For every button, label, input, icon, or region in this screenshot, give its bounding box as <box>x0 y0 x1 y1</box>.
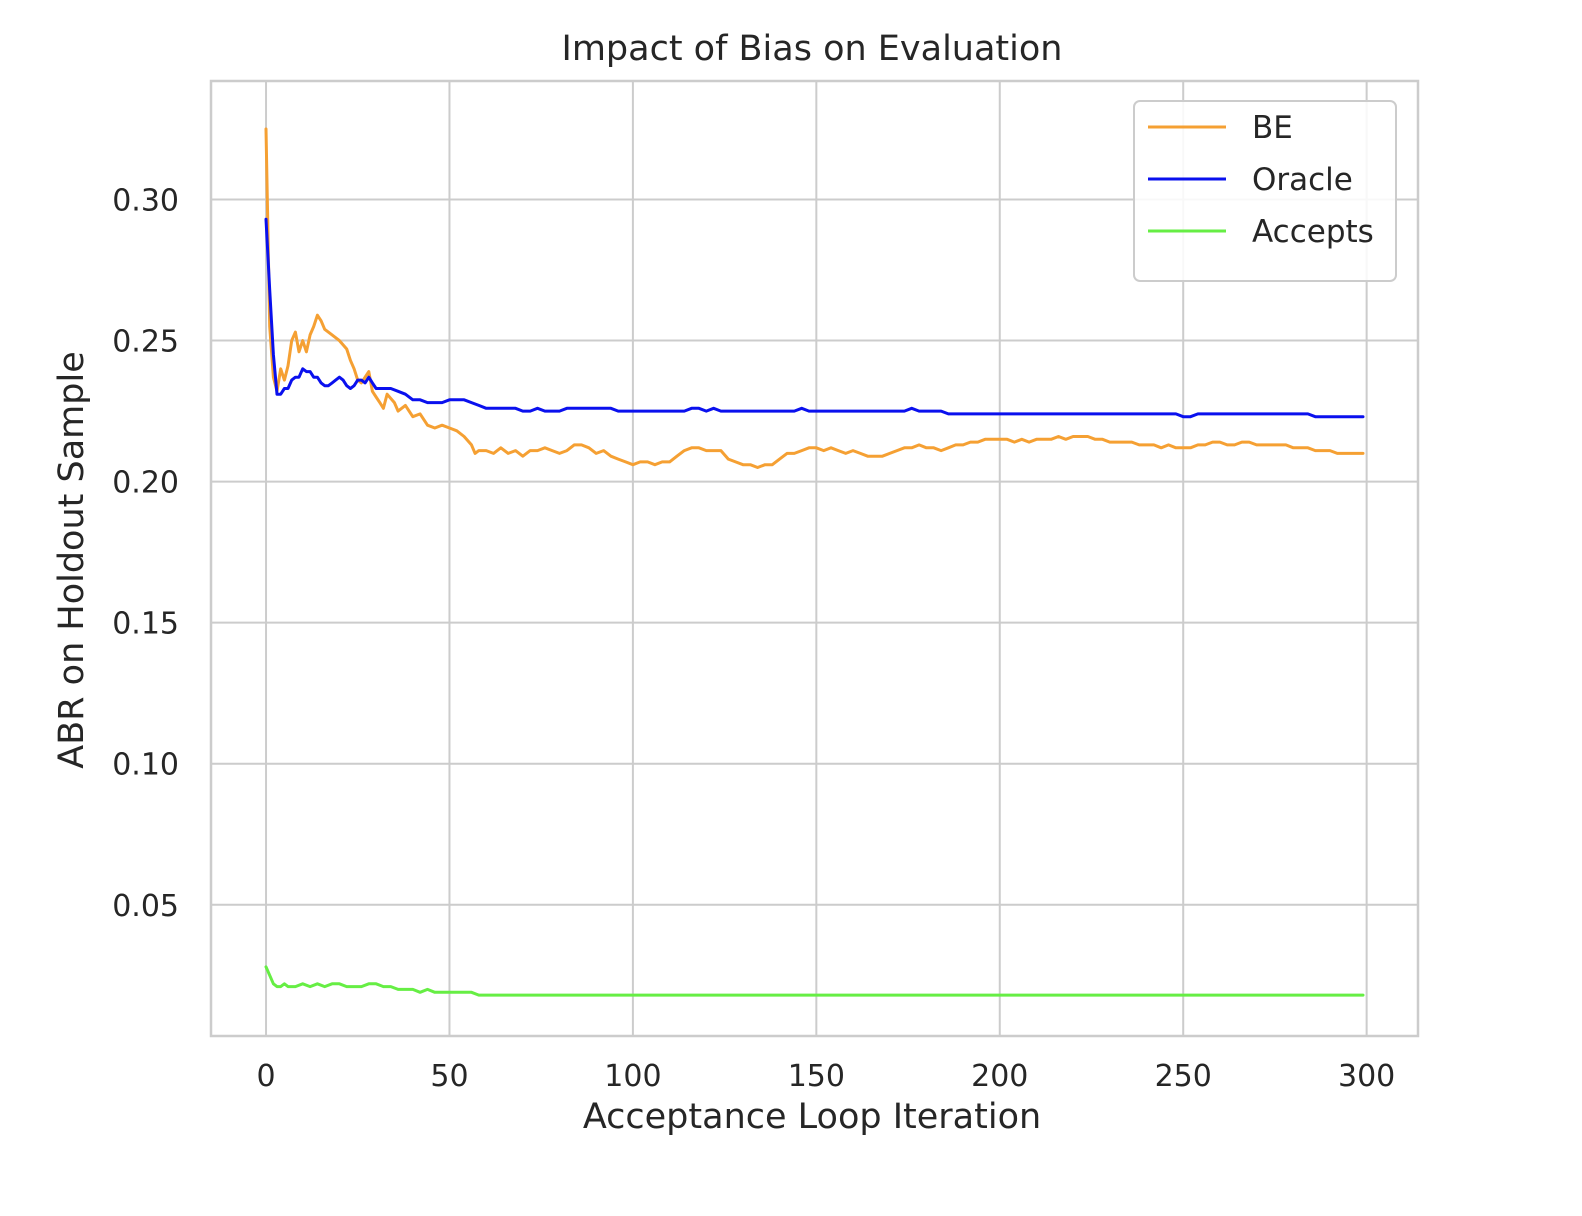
x-tick-label: 50 <box>430 1059 468 1094</box>
plot-frame <box>209 79 1420 1038</box>
series-line-be <box>264 127 1365 469</box>
series-line-oracle <box>264 217 1365 419</box>
series-layer <box>264 127 1365 997</box>
y-tick-label: 0.10 <box>112 748 179 783</box>
y-tick-label: 0.20 <box>112 466 179 501</box>
legend-label-be: BE <box>1252 110 1293 146</box>
x-tick-label: 250 <box>1155 1059 1212 1094</box>
x-tick-label: 200 <box>971 1059 1028 1094</box>
x-tick-label: 300 <box>1338 1059 1395 1094</box>
x-tick-label: 150 <box>788 1059 845 1094</box>
y-tick-label: 0.30 <box>112 183 179 218</box>
series-line-accepts <box>264 965 1365 997</box>
x-tick-label: 0 <box>256 1059 275 1094</box>
y-axis-label: ABR on Holdout Sample <box>52 351 92 768</box>
y-tick-label: 0.25 <box>112 325 179 360</box>
x-axis-label: Acceptance Loop Iteration <box>583 1097 1041 1137</box>
y-tick-label: 0.05 <box>112 889 179 924</box>
x-tick-label: 100 <box>604 1059 661 1094</box>
legend-box <box>1133 100 1397 282</box>
x-tick-labels: 0 50 100 150 200 250 300 <box>256 1059 1395 1094</box>
chart-title: Impact of Bias on Evaluation <box>562 29 1063 69</box>
legend-label-accepts: Accepts <box>1252 214 1374 250</box>
legend-label-oracle: Oracle <box>1252 162 1353 198</box>
y-tick-labels: 0.05 0.10 0.15 0.20 0.25 0.30 <box>112 183 179 923</box>
legend: BE Oracle Accepts <box>1133 100 1397 282</box>
y-tick-label: 0.15 <box>112 607 179 642</box>
